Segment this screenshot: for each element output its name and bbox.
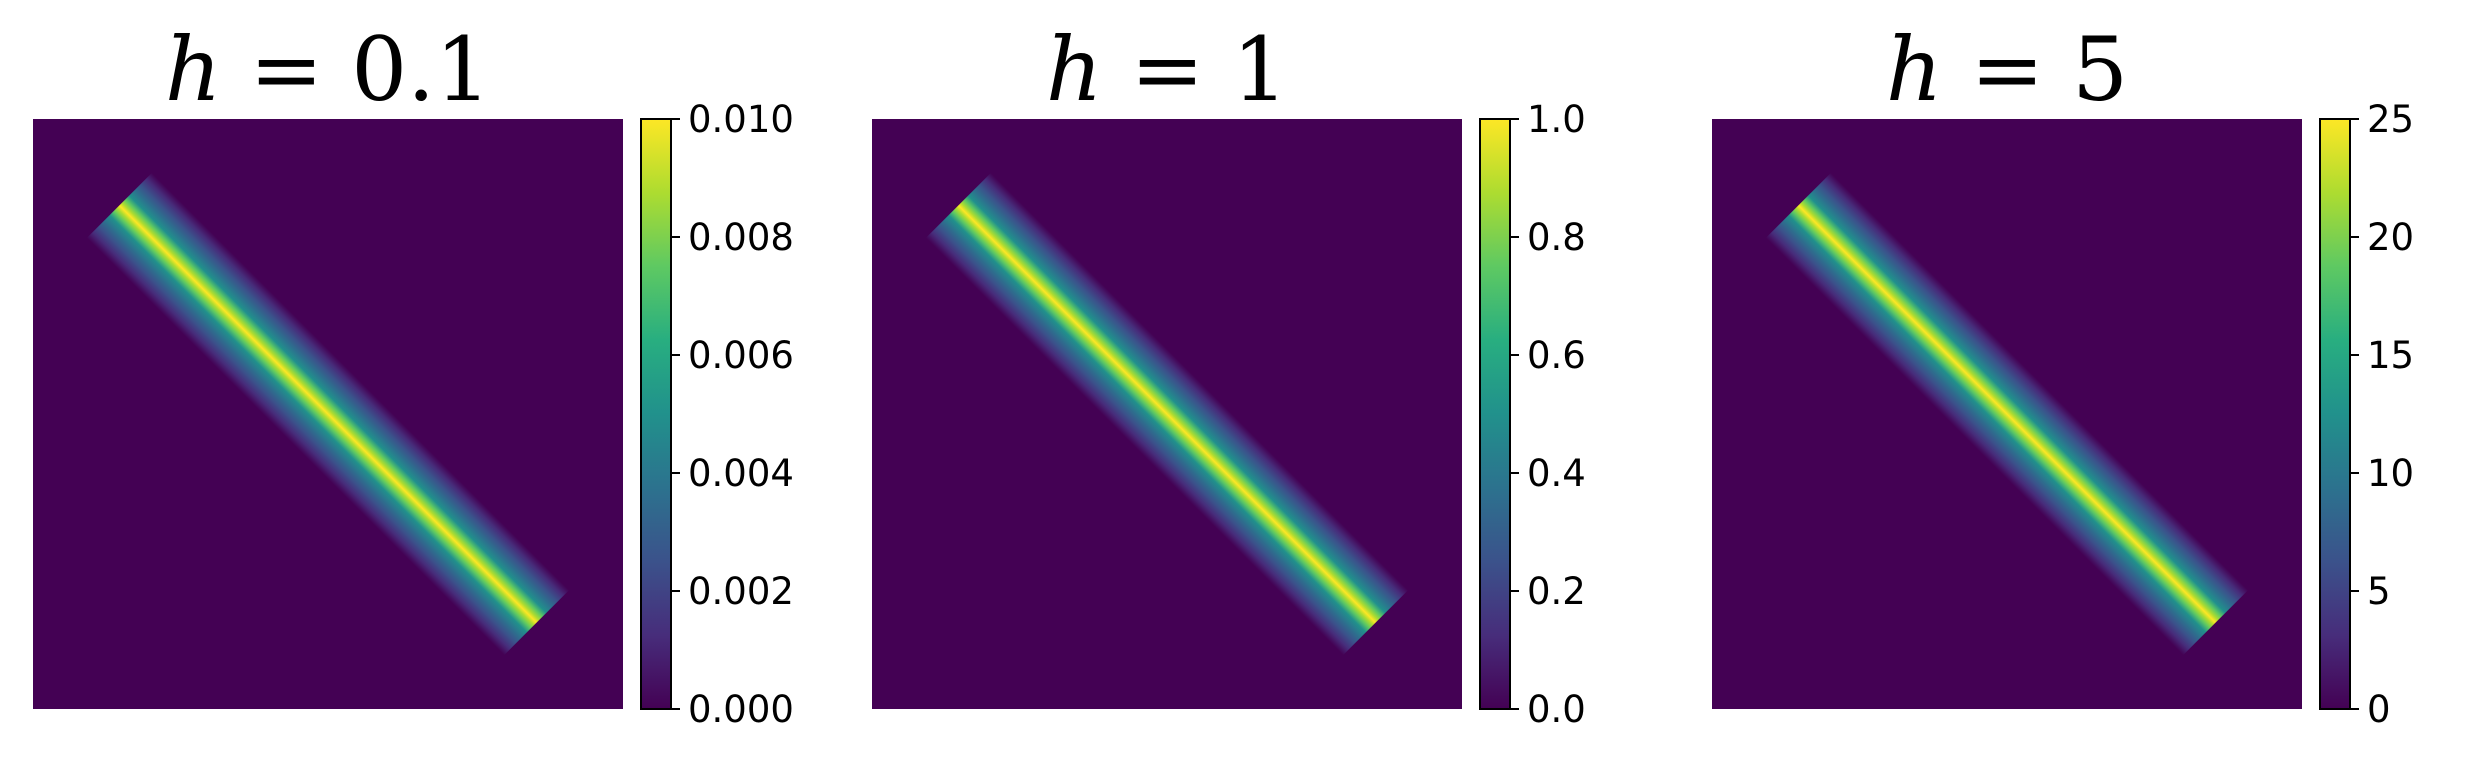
colorbar-tick-label: 1.0 bbox=[1527, 98, 1586, 141]
heatmap-panel-3: h = 5 0 5 10 15 20 25 bbox=[1665, 18, 2414, 756]
panel-title: h = 5 bbox=[1886, 18, 2128, 121]
colorbar-tick-label: 0.006 bbox=[688, 334, 794, 377]
title-variable: h bbox=[165, 18, 222, 121]
colorbar-tick-label: 0.004 bbox=[688, 452, 794, 495]
diagonal-band bbox=[825, 72, 1509, 756]
panel-title: h = 1 bbox=[1046, 18, 1288, 121]
colorbar-tick-label: 15 bbox=[2367, 334, 2414, 377]
title-variable: h bbox=[1046, 18, 1103, 121]
colorbar-tick-label: 5 bbox=[2367, 570, 2391, 613]
title-variable: h bbox=[1886, 18, 1943, 121]
colorbar-tick-label: 25 bbox=[2367, 98, 2414, 141]
title-value: = 5 bbox=[1943, 18, 2129, 121]
heatmap-panel-2: h = 1 0.0 0.2 0.4 0.6 0.8 1.0 bbox=[825, 18, 1586, 756]
colorbar: 0.000 0.002 0.004 0.006 0.008 0.010 bbox=[640, 98, 794, 731]
colorbar-tick-label: 0.000 bbox=[688, 688, 794, 731]
colorbar-tick-label: 0.4 bbox=[1527, 452, 1586, 495]
heatmap-panel-1: h = 0.1 0.000 0.002 0.004 0.006 0.008 0.010 bbox=[0, 18, 794, 756]
diagonal-band bbox=[0, 72, 670, 756]
diagonal-band bbox=[1665, 72, 2349, 756]
colorbar-tick-label: 0.0 bbox=[1527, 688, 1586, 731]
colorbar-tick-label: 20 bbox=[2367, 216, 2414, 259]
panel-title: h = 0.1 bbox=[165, 18, 491, 121]
colorbar-tick-label: 0.8 bbox=[1527, 216, 1586, 259]
colorbar-tick-label: 0.6 bbox=[1527, 334, 1586, 377]
colorbar-tick-label: 0.2 bbox=[1527, 570, 1586, 613]
colorbar-gradient bbox=[640, 118, 672, 710]
title-value: = 0.1 bbox=[222, 18, 492, 121]
colorbar-gradient bbox=[1479, 118, 1511, 710]
colorbar-tick-label: 10 bbox=[2367, 452, 2414, 495]
colorbar-tick-label: 0.008 bbox=[688, 216, 794, 259]
title-value: = 1 bbox=[1103, 18, 1289, 121]
colorbar-tick-label: 0 bbox=[2367, 688, 2391, 731]
colorbar: 0 5 10 15 20 25 bbox=[2319, 98, 2414, 731]
colorbar-gradient bbox=[2319, 118, 2351, 710]
colorbar-tick-label: 0.002 bbox=[688, 570, 794, 613]
colorbar-tick-label: 0.010 bbox=[688, 98, 794, 141]
colorbar: 0.0 0.2 0.4 0.6 0.8 1.0 bbox=[1479, 98, 1586, 731]
